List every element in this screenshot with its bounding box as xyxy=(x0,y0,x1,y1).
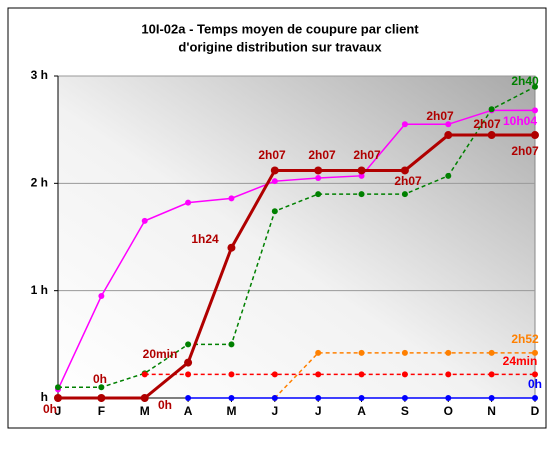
data-point xyxy=(358,395,365,401)
data-point xyxy=(532,83,538,90)
data-point xyxy=(358,172,365,179)
data-point xyxy=(445,371,452,378)
annotation: 2h07 xyxy=(394,174,422,188)
data-point xyxy=(271,395,278,401)
x-tick-label: J xyxy=(55,404,62,418)
data-point xyxy=(54,394,62,402)
annotation: 2h07 xyxy=(511,144,539,158)
annotation: 2h07 xyxy=(353,148,381,162)
data-point xyxy=(315,349,322,356)
annotation: 24min xyxy=(503,354,538,368)
data-point xyxy=(445,121,452,128)
data-point xyxy=(444,131,453,140)
annotation: 20min xyxy=(143,347,178,361)
data-point xyxy=(315,174,322,181)
data-point xyxy=(98,384,105,391)
annotation: 2h07 xyxy=(308,148,336,162)
x-tick-label: A xyxy=(357,404,366,418)
data-point xyxy=(401,121,408,128)
data-point xyxy=(531,131,539,140)
y-tick-label: 2 h xyxy=(31,176,48,190)
x-tick-label: D xyxy=(531,404,540,418)
data-point xyxy=(185,371,192,378)
series-line xyxy=(57,109,535,390)
data-point xyxy=(487,131,496,140)
data-point xyxy=(141,371,148,378)
data-point xyxy=(532,395,538,401)
plot-area xyxy=(57,75,536,399)
data-point xyxy=(315,191,322,198)
data-point xyxy=(488,371,495,378)
x-tick-label: J xyxy=(315,404,322,418)
data-point xyxy=(184,358,193,367)
data-point xyxy=(141,217,148,224)
x-tick-label: M xyxy=(140,404,150,418)
data-point xyxy=(228,195,235,202)
data-point xyxy=(228,341,235,348)
data-point xyxy=(532,349,538,356)
data-point xyxy=(228,371,235,378)
data-point xyxy=(140,394,149,402)
annotation: 10h04 xyxy=(503,114,537,128)
data-point xyxy=(532,371,538,378)
annotation: 2h52 xyxy=(511,332,539,346)
data-point xyxy=(271,371,278,378)
x-tick-label: S xyxy=(401,404,409,418)
data-point xyxy=(445,172,452,179)
data-point xyxy=(185,199,192,206)
annotation: 2h07 xyxy=(473,117,501,131)
data-point xyxy=(315,395,322,401)
annotation: 0h xyxy=(158,398,172,412)
data-point xyxy=(55,384,61,391)
x-tick-label: O xyxy=(444,404,453,418)
data-point xyxy=(400,166,409,175)
data-point xyxy=(532,107,538,114)
annotation: 2h07 xyxy=(426,109,454,123)
x-tick-label: A xyxy=(184,404,193,418)
data-point xyxy=(445,349,452,356)
x-tick-label: J xyxy=(271,404,278,418)
data-point xyxy=(97,394,106,402)
data-point xyxy=(185,341,192,348)
series-line xyxy=(58,133,535,400)
x-tick-label: F xyxy=(98,404,105,418)
data-point xyxy=(488,349,495,356)
annotation: 2h07 xyxy=(258,148,286,162)
data-point xyxy=(228,395,235,401)
data-point xyxy=(270,166,279,175)
annotation: 1h24 xyxy=(191,232,219,246)
x-tick-label: M xyxy=(226,404,236,418)
annotation: 2h40 xyxy=(511,74,539,88)
data-point xyxy=(488,395,495,401)
data-point xyxy=(358,191,365,198)
data-point xyxy=(185,395,192,401)
data-point xyxy=(271,178,278,185)
data-point xyxy=(315,371,322,378)
data-point xyxy=(358,371,365,378)
data-point xyxy=(401,349,408,356)
annotation: 0h xyxy=(93,372,107,386)
data-point xyxy=(401,371,408,378)
data-point xyxy=(357,166,366,175)
y-tick-label: h xyxy=(41,390,48,404)
y-tick-label: 3 h xyxy=(31,68,48,82)
data-point xyxy=(358,349,365,356)
data-point xyxy=(445,395,452,401)
x-tick-label: N xyxy=(487,404,496,418)
data-point xyxy=(271,208,278,215)
chart-title: d'origine distribution sur travaux xyxy=(178,39,382,54)
data-point xyxy=(314,166,323,175)
series-line xyxy=(58,86,536,389)
data-point xyxy=(401,395,408,401)
data-point xyxy=(401,191,408,198)
data-point xyxy=(488,106,495,113)
annotation: 0h xyxy=(528,377,542,391)
data-point xyxy=(227,243,236,252)
chart-title: 10I-02a - Temps moyen de coupure par cli… xyxy=(141,21,419,36)
data-point xyxy=(98,293,105,300)
annotation: 0h xyxy=(43,402,57,416)
y-tick-label: 1 h xyxy=(31,283,48,297)
